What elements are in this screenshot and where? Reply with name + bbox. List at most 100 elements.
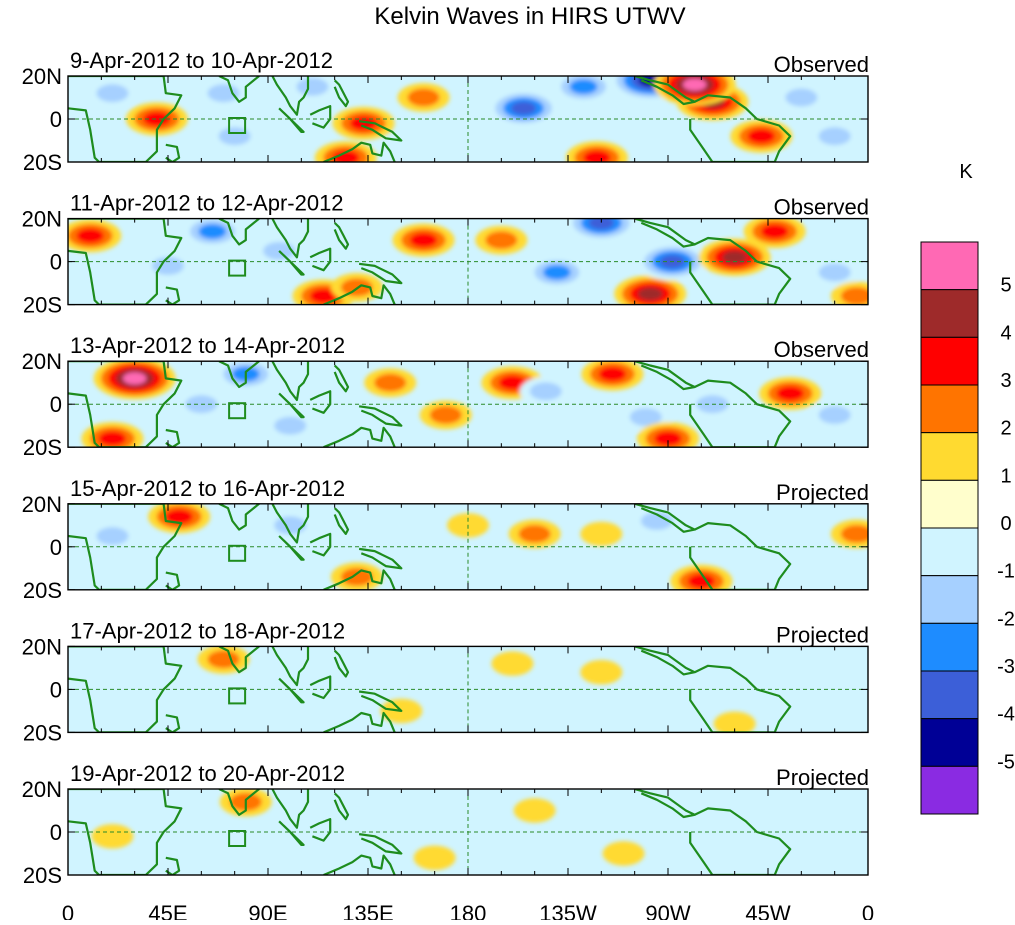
anomaly-contour bbox=[198, 224, 227, 239]
coastline bbox=[689, 664, 792, 733]
colorbar-unit-label: K bbox=[959, 161, 973, 183]
map-panel: 20N 0 20S 11-Apr-2012 to 12-Apr-2012 Observe… bbox=[22, 191, 869, 318]
anomaly-field bbox=[68, 76, 868, 162]
anomaly-contour bbox=[313, 809, 356, 834]
coastline bbox=[323, 711, 396, 733]
anomaly-contour bbox=[498, 375, 527, 391]
anomaly-contour bbox=[818, 127, 851, 146]
colorbar: K 5 4 3 2 1 0 -1 -2 -3 -4 -5 bbox=[920, 161, 1015, 815]
anomaly-contour bbox=[165, 509, 193, 525]
coastline bbox=[323, 284, 396, 305]
anomaly-contour bbox=[598, 366, 627, 382]
panel-date-range: 11-Apr-2012 to 12-Apr-2012 bbox=[70, 191, 344, 216]
anomaly-contour bbox=[143, 111, 171, 127]
coastline bbox=[358, 833, 403, 855]
anomaly-blobs bbox=[68, 218, 868, 305]
coastlines bbox=[68, 76, 792, 162]
y-tick-label: 20N bbox=[22, 777, 62, 802]
reference-box bbox=[228, 117, 247, 134]
reference-box bbox=[228, 259, 247, 277]
coastline bbox=[309, 532, 332, 557]
coastline bbox=[358, 690, 403, 712]
anomaly-contour bbox=[331, 150, 360, 162]
anomaly-contour bbox=[647, 685, 689, 711]
colorbar-swatch bbox=[920, 765, 979, 815]
y-tick-label: 20N bbox=[22, 492, 62, 517]
anomaly-contour bbox=[840, 525, 868, 543]
anomaly-contour bbox=[529, 382, 562, 401]
anomaly-field bbox=[68, 218, 868, 305]
colorbar-level-label: 1 bbox=[1000, 465, 1011, 487]
coastline bbox=[218, 361, 260, 389]
anomaly-contour bbox=[785, 88, 818, 107]
anomaly-contour bbox=[691, 832, 734, 858]
anomaly-contour bbox=[76, 228, 105, 244]
coastline bbox=[278, 677, 305, 704]
coastline bbox=[309, 818, 332, 842]
anomaly-contour bbox=[429, 406, 462, 424]
reference-box bbox=[228, 402, 247, 420]
anomaly-contour bbox=[263, 241, 296, 260]
anomaly-contour bbox=[747, 128, 776, 144]
coastline bbox=[333, 364, 350, 393]
anomaly-field bbox=[68, 646, 868, 733]
anomaly-contour bbox=[588, 218, 614, 230]
x-tick-label: 180 bbox=[450, 901, 487, 920]
y-tick-label: 20N bbox=[22, 207, 62, 232]
panel-status: Projected bbox=[776, 622, 869, 647]
colorbar-swatch bbox=[920, 718, 979, 767]
anomaly-contour bbox=[760, 224, 789, 239]
anomaly-field bbox=[68, 789, 868, 875]
colorbar-swatch bbox=[920, 289, 979, 338]
coastline bbox=[333, 792, 350, 821]
coastline bbox=[689, 379, 792, 448]
anomaly-contour bbox=[780, 789, 823, 815]
colorbar-swatch bbox=[920, 575, 979, 624]
coastline bbox=[165, 428, 181, 448]
coastlines bbox=[68, 646, 792, 733]
anomaly-contour bbox=[409, 232, 438, 248]
coastline bbox=[333, 507, 350, 535]
reference-box bbox=[228, 687, 247, 705]
map-panel: 20N 0 20S 19-Apr-2012 to 20-Apr-2012 Project… bbox=[22, 761, 869, 888]
x-tick-label: 45W bbox=[745, 901, 790, 920]
panel-status: Projected bbox=[776, 480, 869, 505]
anomaly-contour bbox=[309, 288, 338, 304]
anomaly-contour bbox=[413, 845, 456, 870]
anomaly-contour bbox=[569, 79, 598, 95]
anomaly-contour bbox=[637, 287, 663, 301]
anomaly-contour bbox=[640, 512, 673, 530]
colorbar-swatch bbox=[920, 622, 979, 672]
x-tick-label: 135E bbox=[342, 901, 393, 920]
coastline bbox=[309, 247, 332, 272]
anomaly-blobs bbox=[86, 76, 861, 162]
panel-date-range: 19-Apr-2012 to 20-Apr-2012 bbox=[70, 761, 345, 786]
x-tick-label: 90W bbox=[645, 901, 690, 920]
panels-layer: 20N 0 20S 9-Apr-2012 to 10-Apr-2012 Observed… bbox=[22, 48, 869, 888]
panel-date-range: 17-Apr-2012 to 18-Apr-2012 bbox=[70, 618, 345, 643]
anomaly-contour bbox=[296, 77, 329, 96]
map-panel: 20N 0 20S 9-Apr-2012 to 10-Apr-2012 Observed bbox=[22, 48, 869, 175]
anomaly-contour bbox=[776, 386, 805, 401]
anomaly-contour bbox=[274, 416, 307, 435]
x-axis: 0 45E 90E 135E 180 135W 90W 45W 0 bbox=[62, 901, 874, 925]
coastline bbox=[68, 646, 183, 733]
coastline bbox=[271, 361, 310, 401]
colorbar-level-label: -4 bbox=[997, 704, 1015, 726]
panel-status: Observed bbox=[774, 337, 869, 362]
y-tick-label: 0 bbox=[50, 677, 62, 702]
anomaly-blobs bbox=[91, 789, 823, 870]
coastline bbox=[323, 141, 396, 162]
anomaly-field bbox=[68, 503, 868, 590]
reference-box bbox=[228, 830, 247, 847]
colorbar-swatch bbox=[920, 670, 979, 720]
coastline bbox=[689, 94, 792, 162]
anomaly-contour bbox=[654, 431, 682, 446]
y-tick-label: 20S bbox=[23, 578, 62, 603]
anomaly-contour bbox=[629, 408, 662, 426]
anomaly-contour bbox=[407, 88, 440, 107]
panel-status: Projected bbox=[776, 765, 869, 790]
anomaly-contour bbox=[580, 521, 623, 547]
